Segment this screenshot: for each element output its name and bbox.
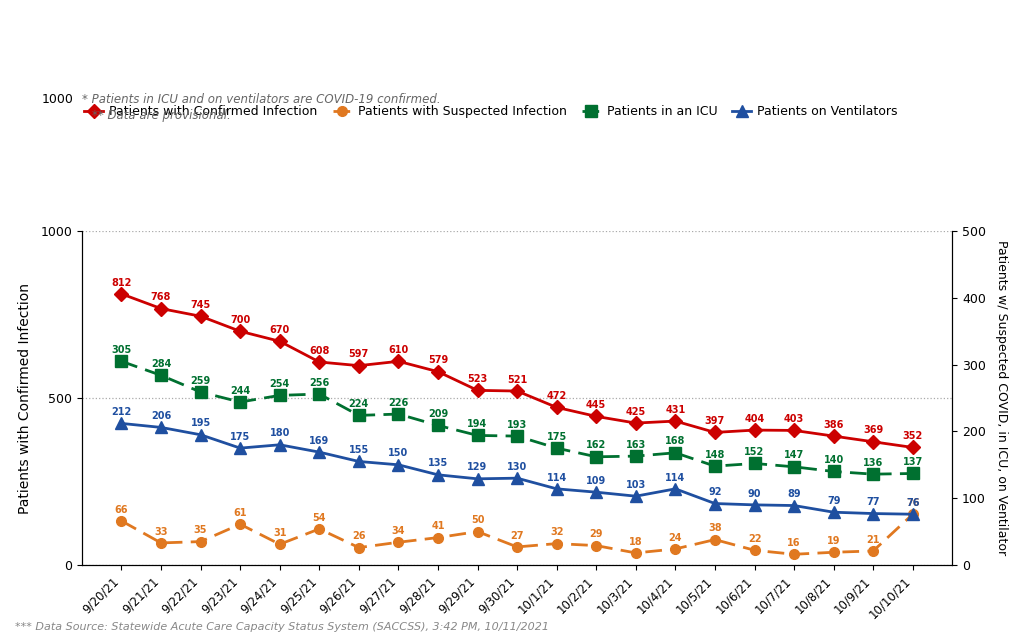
- Text: 66: 66: [115, 505, 128, 514]
- Text: 1000: 1000: [42, 93, 74, 106]
- Text: 50: 50: [471, 516, 484, 525]
- Text: 670: 670: [269, 325, 290, 335]
- Text: 206: 206: [151, 411, 171, 421]
- Text: 244: 244: [230, 386, 250, 395]
- Text: 135: 135: [428, 458, 449, 469]
- Text: 77: 77: [866, 497, 880, 507]
- Text: 284: 284: [151, 359, 171, 369]
- Text: 397: 397: [705, 416, 725, 426]
- Text: 114: 114: [666, 473, 685, 483]
- Text: 445: 445: [586, 400, 606, 410]
- Text: 137: 137: [902, 457, 923, 467]
- Text: 136: 136: [863, 458, 884, 468]
- Text: 212: 212: [112, 407, 132, 417]
- Text: 32: 32: [550, 527, 563, 537]
- Text: 369: 369: [863, 426, 884, 435]
- Text: 148: 148: [705, 450, 725, 460]
- Text: 54: 54: [312, 512, 326, 523]
- Text: 103: 103: [626, 480, 646, 490]
- Text: 194: 194: [467, 419, 487, 429]
- Text: 31: 31: [273, 528, 287, 538]
- Text: 16: 16: [787, 538, 801, 548]
- Text: 76: 76: [906, 498, 920, 508]
- Text: 35: 35: [194, 525, 208, 535]
- Text: 256: 256: [309, 377, 330, 388]
- Text: 89: 89: [787, 489, 801, 499]
- Text: 193: 193: [507, 420, 527, 429]
- Text: 608: 608: [309, 345, 330, 356]
- Text: 700: 700: [230, 315, 250, 325]
- Text: 305: 305: [112, 345, 132, 355]
- Text: 155: 155: [349, 445, 369, 455]
- Text: 523: 523: [467, 374, 487, 384]
- Text: 19: 19: [826, 536, 841, 546]
- Text: 152: 152: [744, 447, 765, 457]
- Text: 431: 431: [666, 404, 685, 415]
- Text: 610: 610: [388, 345, 409, 355]
- Text: * Patients in ICU and on ventilators are COVID-19 confirmed.: * Patients in ICU and on ventilators are…: [82, 93, 440, 106]
- Text: 38: 38: [709, 523, 722, 534]
- Y-axis label: Patients with Confirmed Infection: Patients with Confirmed Infection: [18, 282, 32, 514]
- Text: 812: 812: [112, 277, 132, 288]
- Text: 404: 404: [744, 413, 765, 424]
- Text: 768: 768: [151, 292, 171, 302]
- Text: 79: 79: [826, 496, 841, 506]
- Text: 114: 114: [547, 473, 567, 483]
- Text: *** Data Source: Statewide Acute Care Capacity Status System (SACCSS), 3:42 PM, : *** Data Source: Statewide Acute Care Ca…: [15, 622, 549, 632]
- Text: ** Data are provisional.: ** Data are provisional.: [92, 109, 230, 122]
- Text: 180: 180: [269, 428, 290, 438]
- Text: 259: 259: [190, 376, 211, 386]
- Text: 27: 27: [510, 530, 524, 541]
- Text: 26: 26: [352, 532, 366, 541]
- Text: 425: 425: [626, 407, 646, 417]
- Text: 472: 472: [547, 391, 567, 401]
- Text: 175: 175: [230, 432, 250, 442]
- Text: 521: 521: [507, 375, 527, 385]
- Text: 41: 41: [431, 521, 444, 531]
- Text: 21: 21: [866, 535, 880, 544]
- Text: 403: 403: [784, 414, 804, 424]
- Text: 150: 150: [388, 449, 409, 458]
- Text: 209: 209: [428, 409, 449, 419]
- Text: 195: 195: [190, 419, 211, 428]
- Text: 61: 61: [233, 508, 247, 518]
- Text: 109: 109: [586, 476, 606, 486]
- Text: 169: 169: [309, 436, 330, 446]
- Text: 224: 224: [349, 399, 369, 409]
- Text: 352: 352: [902, 431, 923, 441]
- Text: 129: 129: [467, 462, 487, 473]
- Text: 745: 745: [190, 300, 211, 310]
- Text: 76: 76: [906, 498, 920, 508]
- Text: 34: 34: [391, 526, 406, 536]
- Text: 254: 254: [269, 379, 290, 389]
- Text: 140: 140: [823, 455, 844, 465]
- Text: 175: 175: [547, 432, 567, 442]
- Text: 597: 597: [349, 349, 369, 360]
- Text: 92: 92: [709, 487, 722, 497]
- Text: 18: 18: [629, 537, 643, 546]
- Text: 162: 162: [586, 440, 606, 451]
- Text: 130: 130: [507, 462, 527, 472]
- Text: 22: 22: [748, 534, 761, 544]
- Text: 33: 33: [155, 526, 168, 537]
- Text: COVID-19 Hospitalizations Reported by MS Hospitals, 9/20/21–10/10/21 *,**,***: COVID-19 Hospitalizations Reported by MS…: [126, 34, 898, 53]
- Text: 163: 163: [626, 440, 646, 450]
- Legend: Patients with Confirmed Infection, Patients with Suspected Infection, Patients i: Patients with Confirmed Infection, Patie…: [80, 101, 903, 123]
- Text: 168: 168: [666, 437, 685, 446]
- Text: 90: 90: [748, 489, 761, 499]
- Text: 29: 29: [590, 529, 603, 539]
- Y-axis label: Patients w/ Suspected COVID, in ICU, on Ventilator: Patients w/ Suspected COVID, in ICU, on …: [995, 241, 1009, 555]
- Text: 147: 147: [784, 451, 804, 460]
- Text: 386: 386: [823, 420, 844, 429]
- Text: 226: 226: [388, 398, 409, 408]
- Text: 579: 579: [428, 355, 449, 365]
- Text: 24: 24: [669, 533, 682, 542]
